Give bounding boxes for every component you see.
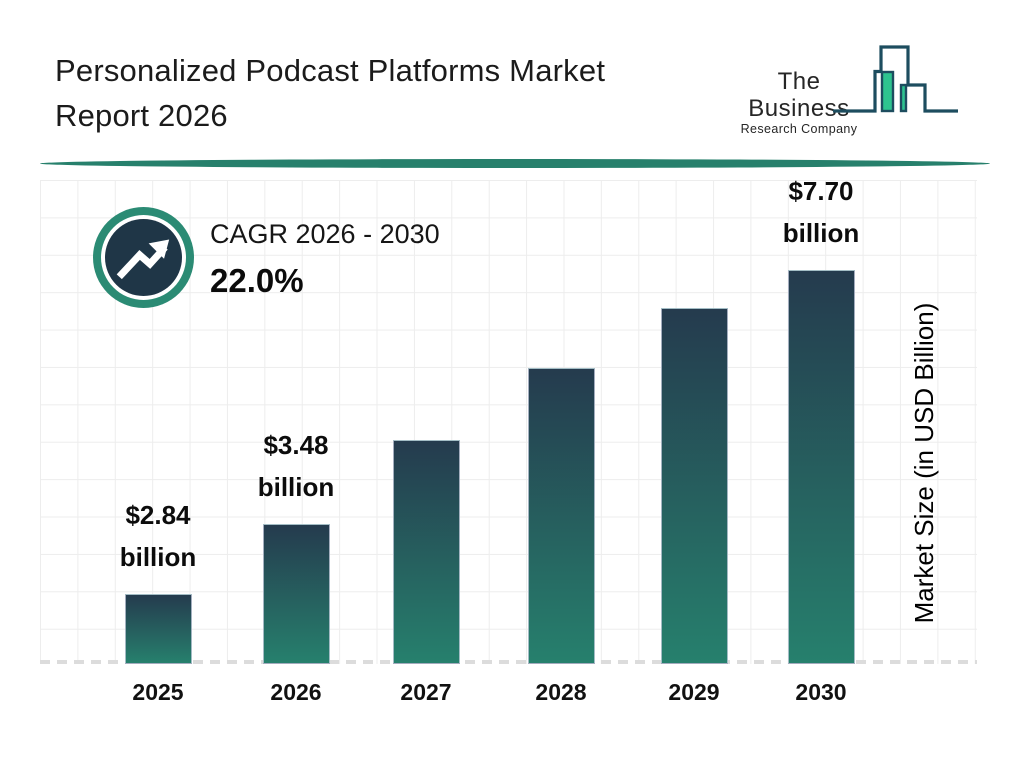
cagr-badge [93, 207, 194, 308]
bar-2028 [527, 368, 595, 664]
company-logo-text: The Business Research Company [726, 68, 872, 137]
x-axis-label-2026: 2026 [270, 679, 322, 705]
value-label-2026: $3.48 billion [201, 424, 391, 508]
value-unit: billion [257, 472, 335, 502]
cagr-label: CAGR 2026 - 2030 [210, 219, 440, 249]
value-unit: billion [119, 542, 197, 572]
value-amount: $7.70 [788, 176, 854, 206]
bar-skyline-icon [833, 45, 958, 113]
bar-2030 [787, 270, 855, 664]
company-logo: The Business Research Company [726, 38, 976, 136]
logo-name: The Business [748, 68, 850, 122]
value-unit: billion [782, 218, 860, 248]
bar-2027 [392, 440, 460, 664]
y-axis-label: Market Size (in USD Billion) [909, 302, 939, 624]
x-axis-label-2028: 2028 [535, 679, 587, 705]
x-axis-label-2027: 2027 [400, 679, 452, 705]
bar-2025 [124, 594, 192, 664]
value-amount: $3.48 [263, 430, 329, 460]
logo-subname: Research Company [740, 122, 858, 136]
cagr-value: 22.0% [210, 262, 304, 299]
bar-2026 [262, 524, 330, 664]
x-axis-label-2029: 2029 [668, 679, 720, 705]
x-axis-label-2030: 2030 [795, 679, 847, 705]
x-axis-label-2025: 2025 [132, 679, 184, 705]
value-label-2030: $7.70 billion [726, 170, 916, 254]
value-amount: $2.84 [125, 500, 191, 530]
trending-up-icon [116, 239, 170, 280]
value-label-2025: $2.84 billion [63, 494, 253, 578]
section-divider [40, 159, 990, 168]
page-title-line2: Report 2026 [55, 98, 228, 133]
bar-2029 [660, 308, 728, 664]
page-title: Personalized Podcast Platforms Market Re… [55, 48, 735, 138]
x-axis-baseline [40, 660, 977, 664]
page-title-line1: Personalized Podcast Platforms Market [55, 53, 606, 88]
